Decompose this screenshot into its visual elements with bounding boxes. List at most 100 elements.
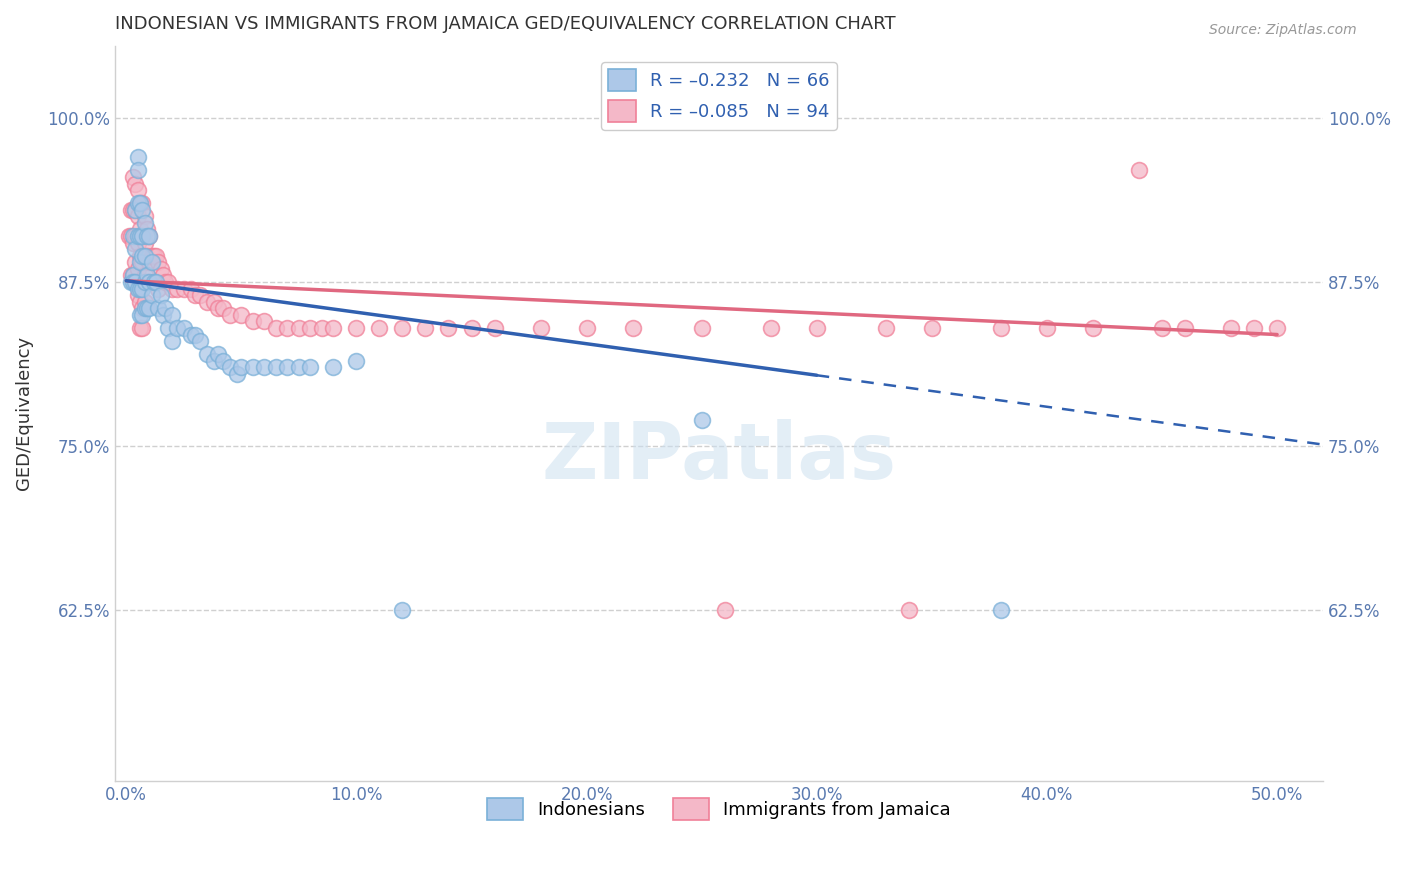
Point [621,321,644,335]
Point [141,249,163,263]
Point [122,235,145,250]
Point [142,275,165,289]
Point [120,202,142,217]
Point [202,353,225,368]
Point [149,261,172,276]
Point [162,334,184,348]
Point [124,255,146,269]
Point [264,360,287,375]
Point [1128,163,1150,178]
Point [142,249,165,263]
Point [136,268,159,283]
Point [138,255,160,269]
Point [131,196,153,211]
Point [127,183,149,197]
Point [138,301,160,316]
Point [129,229,152,244]
Point [529,321,551,335]
Point [195,294,218,309]
Point [156,321,179,335]
Point [122,202,145,217]
Point [127,163,149,178]
Point [806,321,828,335]
Point [180,282,202,296]
Point [156,275,179,289]
Point [921,321,943,335]
Point [1081,321,1104,335]
Point [231,308,253,322]
Point [122,268,145,283]
Point [122,275,145,289]
Point [207,301,229,316]
Point [299,360,322,375]
Point [155,301,177,316]
Text: ZIPatlas: ZIPatlas [541,419,897,495]
Point [136,229,159,244]
Point [184,288,207,302]
Point [129,196,152,211]
Point [124,177,146,191]
Point [141,255,163,269]
Point [180,327,202,342]
Point [322,360,344,375]
Point [134,294,156,309]
Point [368,321,391,335]
Point [276,321,298,335]
Point [145,275,167,289]
Point [148,301,170,316]
Point [134,249,156,263]
Point [1174,321,1197,335]
Point [136,222,159,236]
Point [184,327,207,342]
Point [127,282,149,296]
Point [231,360,253,375]
Point [131,229,153,244]
Point [145,249,167,263]
Point [264,321,287,335]
Point [127,210,149,224]
Point [129,275,152,289]
Point [875,321,897,335]
Point [148,255,170,269]
Point [212,353,235,368]
Point [148,282,170,296]
Point [134,268,156,283]
Point [122,229,145,244]
Point [253,314,276,328]
Point [690,321,713,335]
Point [127,150,149,164]
Point [134,301,156,316]
Point [155,275,177,289]
Point [138,229,160,244]
Point [122,169,145,184]
Point [131,202,153,217]
Point [1243,321,1265,335]
Point [129,308,152,322]
Point [166,282,188,296]
Point [173,321,195,335]
Point [129,294,152,309]
Point [129,196,152,211]
Point [129,249,152,263]
Point [136,301,159,316]
Point [134,216,156,230]
Point [134,275,156,289]
Point [299,321,322,335]
Point [218,308,240,322]
Point [120,268,142,283]
Point [288,321,311,335]
Point [138,275,160,289]
Point [117,229,139,244]
Point [166,321,188,335]
Point [122,268,145,283]
Point [1220,321,1243,335]
Point [242,314,264,328]
Point [136,275,159,289]
Point [288,360,311,375]
Point [212,301,235,316]
Point [145,275,167,289]
Point [127,261,149,276]
Point [131,308,153,322]
Point [136,249,159,263]
Point [127,288,149,302]
